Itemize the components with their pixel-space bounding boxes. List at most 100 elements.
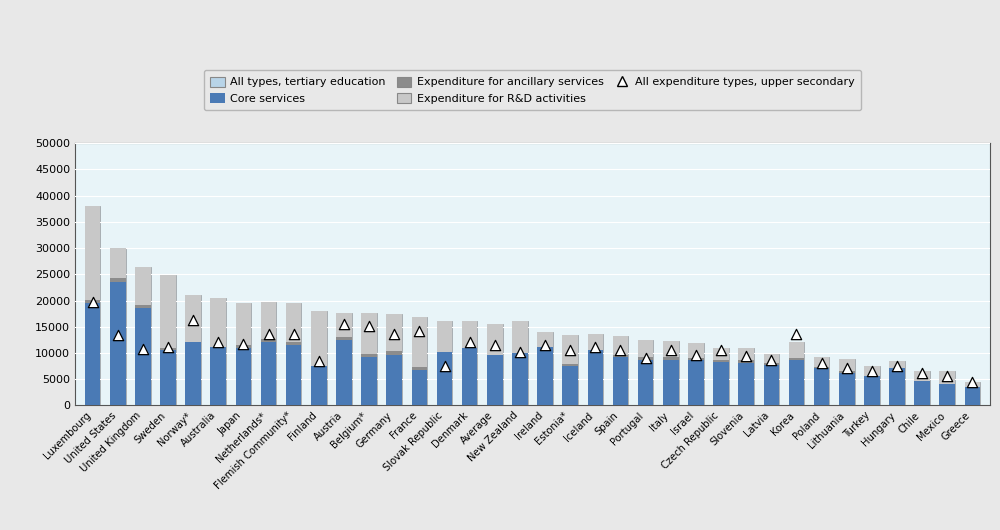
Bar: [713, 348, 729, 405]
Bar: [613, 336, 628, 355]
Bar: [512, 322, 528, 353]
Bar: [437, 352, 452, 405]
Bar: [789, 342, 804, 358]
Bar: [638, 360, 653, 405]
Point: [386, 330, 402, 338]
Point: [587, 342, 603, 351]
Bar: [135, 305, 151, 308]
Point: [411, 326, 427, 335]
Bar: [914, 372, 930, 405]
Bar: [688, 358, 704, 360]
Point: [889, 361, 905, 370]
Bar: [562, 364, 578, 366]
Bar: [537, 332, 553, 347]
Point: [286, 329, 302, 338]
Point: [914, 369, 930, 378]
Bar: [336, 337, 352, 340]
Point: [864, 367, 880, 375]
Bar: [738, 360, 754, 363]
Bar: [336, 313, 352, 337]
Bar: [386, 314, 402, 351]
Bar: [613, 336, 628, 405]
Bar: [361, 313, 377, 354]
Bar: [286, 342, 301, 345]
Bar: [839, 373, 855, 405]
Bar: [160, 348, 176, 350]
Point: [612, 346, 628, 354]
Bar: [386, 351, 402, 355]
Bar: [286, 345, 301, 405]
Bar: [412, 317, 427, 367]
Bar: [738, 363, 754, 405]
Bar: [261, 342, 276, 405]
Bar: [814, 367, 829, 368]
Bar: [437, 322, 452, 352]
Bar: [236, 348, 251, 405]
Point: [110, 330, 126, 339]
Point: [638, 354, 654, 362]
Bar: [462, 348, 477, 405]
Bar: [412, 370, 427, 405]
Bar: [663, 341, 679, 357]
Bar: [311, 311, 327, 366]
Point: [462, 338, 478, 346]
Bar: [210, 298, 226, 347]
Bar: [210, 298, 226, 405]
Bar: [663, 357, 679, 360]
Point: [512, 348, 528, 356]
Bar: [160, 350, 176, 405]
Bar: [236, 303, 251, 345]
Bar: [562, 335, 578, 405]
Bar: [487, 324, 503, 355]
Bar: [764, 354, 779, 364]
Bar: [386, 314, 402, 405]
Bar: [638, 357, 653, 360]
Bar: [85, 300, 100, 303]
Bar: [110, 282, 126, 405]
Bar: [386, 355, 402, 405]
Bar: [185, 295, 201, 405]
Bar: [261, 302, 276, 339]
Bar: [110, 248, 126, 405]
Bar: [562, 335, 578, 364]
Point: [939, 372, 955, 381]
Bar: [210, 347, 226, 405]
Bar: [713, 348, 729, 360]
Bar: [663, 360, 679, 405]
Bar: [789, 342, 804, 405]
Point: [135, 344, 151, 353]
Bar: [487, 355, 503, 405]
Point: [437, 362, 453, 370]
Bar: [965, 382, 980, 405]
Point: [839, 364, 855, 373]
Bar: [864, 366, 880, 376]
Bar: [839, 359, 855, 405]
Bar: [613, 357, 628, 405]
Bar: [713, 363, 729, 405]
Point: [487, 341, 503, 349]
Bar: [286, 303, 301, 405]
Bar: [814, 357, 829, 367]
Point: [311, 357, 327, 365]
Bar: [261, 339, 276, 342]
Bar: [462, 322, 477, 405]
Point: [261, 329, 277, 338]
Bar: [261, 302, 276, 405]
Bar: [311, 366, 327, 405]
Bar: [85, 303, 100, 405]
Bar: [85, 206, 100, 405]
Bar: [839, 359, 855, 372]
Bar: [814, 357, 829, 405]
Bar: [814, 368, 829, 405]
Bar: [663, 341, 679, 405]
Bar: [889, 361, 905, 368]
Bar: [613, 355, 628, 357]
Bar: [688, 343, 704, 358]
Bar: [361, 357, 377, 405]
Bar: [889, 368, 905, 405]
Point: [185, 316, 201, 325]
Bar: [688, 360, 704, 405]
Bar: [537, 332, 553, 405]
Bar: [764, 364, 779, 365]
Bar: [965, 386, 980, 405]
